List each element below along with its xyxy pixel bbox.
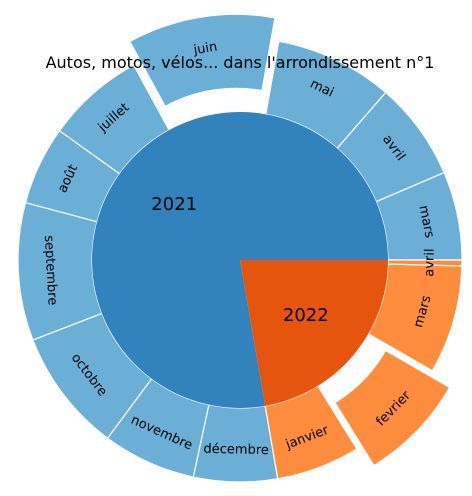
month-ring xyxy=(17,13,463,483)
month-label-2021-septembre: septembre xyxy=(41,235,60,306)
year-label-2021: 2021 xyxy=(151,194,197,215)
month-label-2021-mars: mars xyxy=(415,204,436,239)
month-label-2022-avril: avril xyxy=(422,248,437,276)
month-label-2021-decembre: décembre xyxy=(203,442,269,458)
month-label-2021-juin: juin xyxy=(192,39,219,58)
year-wedge-2022 xyxy=(240,260,388,406)
chart-title: Autos, motos, vélos... dans l'arrondisse… xyxy=(46,53,435,72)
year-ring xyxy=(91,112,389,408)
year-label-2022: 2022 xyxy=(283,305,329,326)
month-wedge-2022-fevrier xyxy=(334,349,451,467)
year-wedge-2021 xyxy=(91,112,389,408)
month-wedge-2021-juin xyxy=(128,13,276,108)
